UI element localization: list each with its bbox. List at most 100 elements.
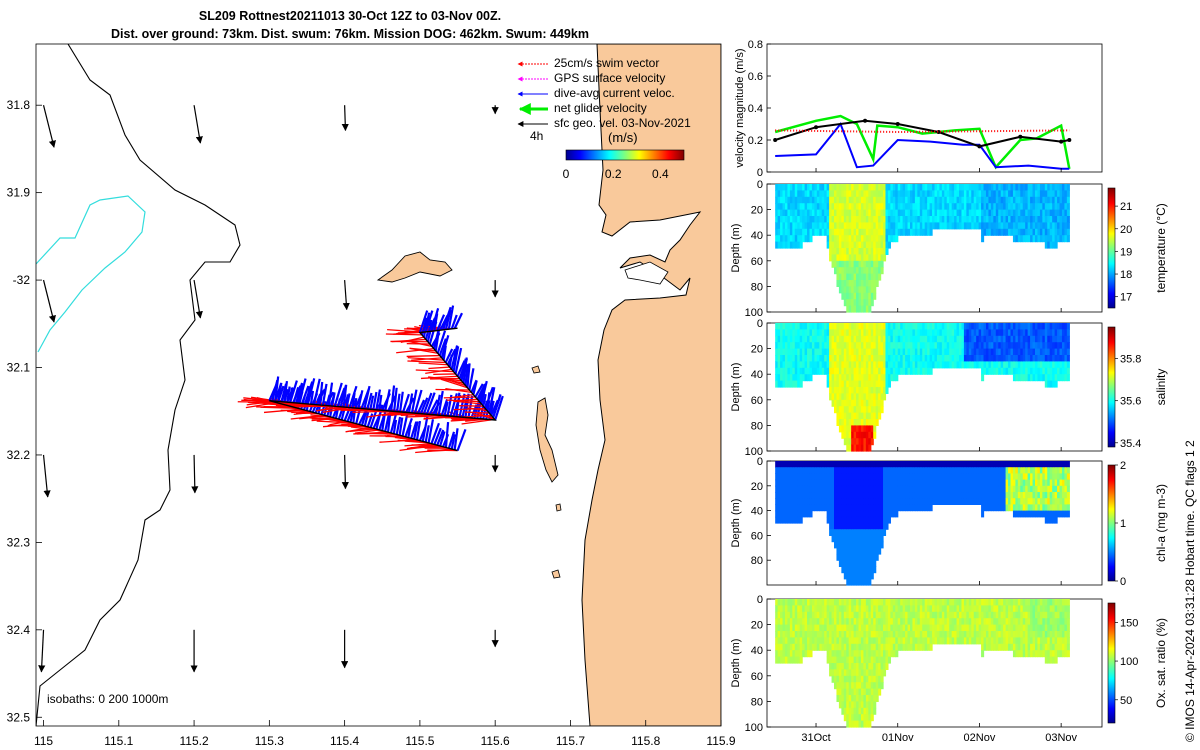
section-cell [794, 228, 798, 236]
section-cell [951, 196, 955, 204]
section-cell [1005, 184, 1009, 191]
section-cell [816, 361, 820, 369]
section-cell [1020, 473, 1024, 481]
section-cell [971, 196, 975, 204]
section-cell [870, 631, 874, 638]
section-cell [922, 624, 926, 632]
section-cell [1044, 196, 1048, 204]
section-cell [846, 656, 850, 664]
dive-current-arrow [283, 380, 289, 403]
dive-current-arrow [392, 419, 398, 434]
section-cell [1057, 492, 1061, 499]
section-cell [816, 473, 820, 481]
section-cell [1027, 461, 1031, 468]
section-cell [856, 650, 860, 658]
section-cell [932, 196, 936, 204]
section-cell [909, 599, 914, 606]
section-cell [868, 431, 872, 439]
section-cell [804, 203, 808, 211]
section-cell [993, 485, 997, 493]
section-cell [856, 355, 860, 362]
section-cell [1049, 335, 1053, 343]
section-cell [865, 260, 869, 268]
section-cell [1012, 342, 1016, 350]
section-cell [922, 342, 926, 350]
section-cell [1035, 323, 1039, 330]
section-cell [838, 695, 842, 702]
section-cell [853, 280, 857, 287]
section-cell [865, 438, 869, 446]
section-cell [838, 367, 842, 375]
section-cell [880, 498, 884, 505]
section-cell [836, 184, 840, 191]
section-cell [1059, 355, 1063, 362]
section-cell [782, 605, 786, 613]
section-cell [860, 498, 865, 505]
section-cell [797, 184, 801, 191]
section-cell [846, 535, 850, 543]
section-cell [1047, 203, 1051, 211]
section-cell [902, 611, 906, 619]
section-cell [907, 342, 911, 350]
section-cell [851, 216, 855, 223]
section-cell [836, 498, 840, 505]
section-cell [885, 241, 889, 249]
section-cell [834, 228, 838, 236]
section-cell [858, 348, 862, 356]
section-cell [897, 461, 901, 468]
section-cell [836, 605, 840, 613]
section-cell [1003, 504, 1007, 512]
section-cell [792, 510, 796, 518]
section-cell [968, 348, 972, 356]
section-cell [804, 637, 808, 645]
section-cell [794, 374, 798, 382]
geo-velocity-arrow [42, 454, 51, 498]
section-cell [784, 355, 789, 362]
section-cell [944, 222, 948, 230]
section-cell [863, 554, 867, 561]
section-cell [981, 510, 985, 518]
section-cell [856, 624, 860, 632]
section-cell [873, 222, 877, 230]
section-cell [834, 631, 838, 638]
section-cell [1052, 374, 1056, 382]
section-cell [1022, 374, 1026, 382]
section-cell [838, 535, 842, 543]
section-cell [998, 222, 1002, 230]
section-cell [892, 335, 896, 343]
section-cell [1025, 485, 1029, 493]
section-cell [851, 393, 855, 401]
section-cell [846, 335, 850, 343]
section-cell [919, 342, 923, 350]
section-cell [981, 348, 985, 356]
section-cell [838, 184, 842, 191]
section-cell [841, 624, 845, 632]
section-cell [1000, 323, 1004, 330]
section-cell [1057, 473, 1061, 481]
section-cell [959, 361, 963, 369]
section-cell [797, 631, 801, 638]
section-cell [1012, 235, 1016, 243]
section-cell [821, 631, 825, 638]
section-cell [976, 209, 980, 217]
section-cell [875, 329, 879, 337]
section-cell [819, 348, 823, 356]
section-cell [1015, 323, 1019, 330]
section-cell [1039, 355, 1043, 362]
section-cell [843, 714, 847, 722]
section-cell [858, 650, 862, 658]
section-cell [777, 631, 781, 638]
section-cell [843, 438, 847, 446]
section-cell [841, 599, 845, 606]
section-cell [1066, 203, 1070, 211]
section-cell [905, 498, 909, 505]
section-cell [873, 335, 877, 343]
section-cell [924, 355, 928, 362]
section-cell [846, 260, 850, 268]
section-cell [1030, 492, 1034, 499]
section-cell [1052, 235, 1056, 243]
section-cell [1049, 342, 1053, 350]
section-cell [934, 498, 938, 505]
section-cell [883, 523, 887, 530]
section-cell [1047, 196, 1051, 204]
